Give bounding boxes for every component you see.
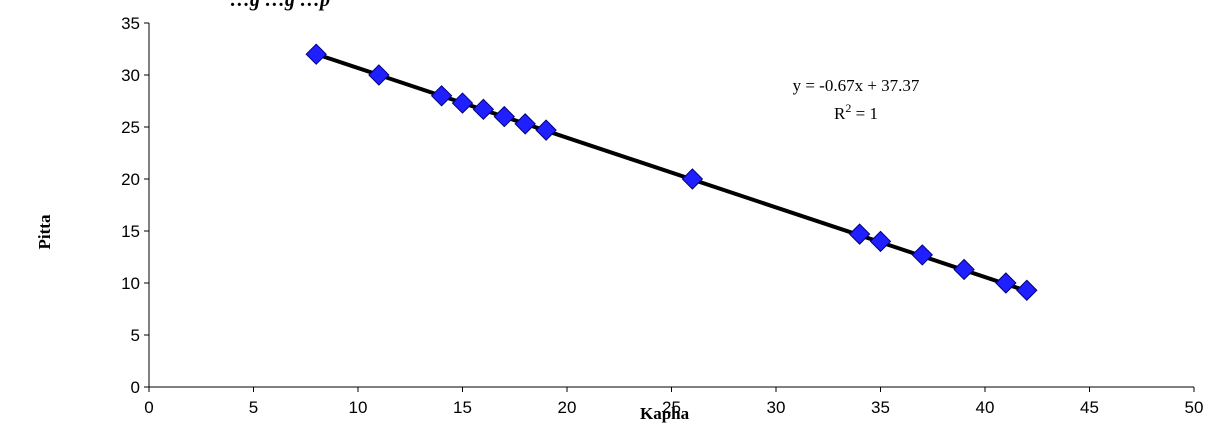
x-tick-label: 40 [976, 398, 995, 417]
x-tick-label: 50 [1185, 398, 1204, 417]
y-tick-label: 10 [121, 274, 140, 293]
y-axis-ticks: 0 5 10 15 20 25 30 35 [121, 14, 149, 397]
x-tick-label: 20 [558, 398, 577, 417]
x-tick-label: 30 [767, 398, 786, 417]
x-axis-label: Kapha [640, 404, 690, 423]
r-squared-symbol: R [834, 104, 846, 123]
y-tick-label: 25 [121, 118, 140, 137]
y-tick-label: 20 [121, 170, 140, 189]
data-point [368, 64, 390, 86]
y-tick-label: 0 [131, 378, 140, 397]
y-tick-label: 35 [121, 14, 140, 33]
axes [148, 23, 1194, 388]
data-point [869, 230, 892, 253]
data-points [305, 43, 1038, 301]
data-point [911, 244, 934, 266]
x-tick-label: 35 [871, 398, 890, 417]
x-tick-label: 0 [144, 398, 153, 417]
x-tick-label: 10 [349, 398, 368, 417]
chart-title: …g …g …p [230, 0, 330, 11]
r-squared-exponent: 2 [845, 101, 851, 115]
x-axis-ticks: 0 5 10 15 20 25 30 35 40 45 50 [144, 387, 1203, 417]
y-tick-label: 15 [121, 222, 140, 241]
data-point [472, 98, 495, 121]
x-tick-label: 15 [453, 398, 472, 417]
data-point [995, 272, 1017, 294]
data-point [848, 223, 871, 245]
data-point [514, 113, 536, 135]
data-point [953, 258, 975, 281]
x-tick-label: 45 [1080, 398, 1099, 417]
x-tick-label: 25 [662, 398, 681, 417]
y-axis-label: Pitta [35, 214, 54, 249]
x-tick-label: 5 [249, 398, 258, 417]
trendline-equation: y = -0.67x + 37.37 [793, 76, 920, 95]
data-point [681, 168, 704, 190]
y-tick-label: 5 [131, 326, 140, 345]
data-point [430, 85, 453, 107]
data-point [451, 92, 474, 114]
data-point [493, 105, 516, 128]
data-point [1016, 279, 1038, 301]
trendline-r-squared: R2 = 1 [834, 101, 878, 123]
data-point [535, 119, 557, 141]
y-tick-label: 30 [121, 66, 140, 85]
r-squared-value: = 1 [851, 104, 878, 123]
data-point [305, 43, 327, 65]
